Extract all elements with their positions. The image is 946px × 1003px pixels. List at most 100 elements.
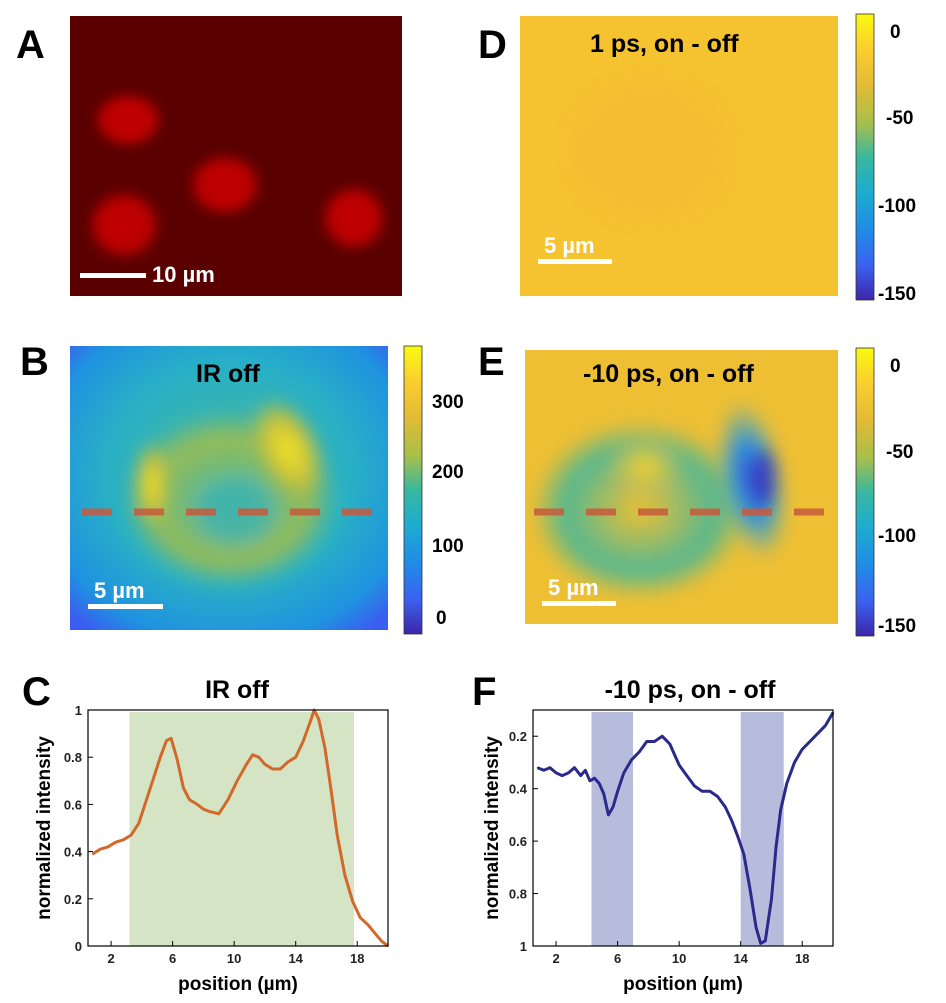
data-point xyxy=(764,939,767,942)
data-point xyxy=(208,810,211,813)
colorbar-e-tick: 0 xyxy=(890,356,901,377)
data-point xyxy=(99,848,102,851)
heatmap-b-features xyxy=(120,395,340,590)
data-point xyxy=(736,835,739,837)
chart-f-series-line xyxy=(537,711,835,945)
x-tick-label: 18 xyxy=(795,951,809,966)
x-tick-label: 18 xyxy=(350,951,364,966)
data-point xyxy=(542,769,545,772)
dip-core-e xyxy=(753,448,777,508)
data-point xyxy=(114,841,117,843)
data-point xyxy=(755,926,757,929)
colorbar-b-tick: 200 xyxy=(432,462,464,483)
chart-f-shaded-regions xyxy=(591,712,784,946)
chart-c-points xyxy=(91,709,389,947)
cell-1 xyxy=(88,88,168,152)
data-point xyxy=(374,933,377,935)
x-tick-label: 2 xyxy=(107,951,114,966)
data-point xyxy=(159,756,162,758)
panel-e: E -10 ps, on - off 5 µm 0 -50 -100 -150 xyxy=(478,340,916,637)
shaded-region xyxy=(740,712,784,946)
panel-f: F -10 ps, on - off 2 6 10 14 18 0.2 0.4 0.6 0.8… xyxy=(472,670,835,995)
panel-c: C IR off 2 6 10 14 18 0 0.2 0.4 0.6 0.8 1 positio… xyxy=(22,670,389,995)
data-point xyxy=(130,834,132,836)
data-point xyxy=(646,740,648,743)
data-point xyxy=(549,766,551,769)
data-point xyxy=(561,774,564,777)
data-point xyxy=(809,740,811,743)
x-tick-label: 2 xyxy=(552,951,559,966)
title-e: -10 ps, on - off xyxy=(583,360,755,388)
data-point xyxy=(302,739,305,742)
panel-label-b: B xyxy=(20,340,49,384)
data-point xyxy=(336,834,339,836)
chart-c-xlabel: position (µm) xyxy=(178,974,298,995)
data-point xyxy=(176,758,179,761)
data-point xyxy=(165,739,168,742)
panel-b: B IR off 5 µm 300 200 100 0 xyxy=(20,340,464,635)
data-point xyxy=(607,814,610,816)
colorbar-b-tick: 300 xyxy=(432,392,464,413)
data-point xyxy=(536,766,539,769)
data-point xyxy=(742,853,745,856)
data-point xyxy=(678,764,680,766)
colorbar-d-tick: -150 xyxy=(878,284,916,305)
data-point xyxy=(310,718,312,721)
colorbar-b-tick: 0 xyxy=(436,608,447,629)
chart-f-title: -10 ps, on - off xyxy=(605,676,777,704)
data-point xyxy=(317,718,320,721)
data-point xyxy=(602,793,605,795)
y-tick-label: 0.2 xyxy=(64,892,82,907)
data-point xyxy=(816,732,819,735)
data-point xyxy=(673,753,676,756)
colorbar-d-tick: -100 xyxy=(878,196,916,217)
data-point xyxy=(279,768,282,770)
y-tick-label: 0 xyxy=(75,939,82,954)
panel-label-f: F xyxy=(472,670,496,714)
y-tick-label: 0.8 xyxy=(509,887,527,902)
y-tick-label: 0.6 xyxy=(509,834,527,849)
data-point xyxy=(287,761,289,763)
chart-f-plot-area xyxy=(533,710,833,946)
colorbar-d xyxy=(855,13,875,301)
data-point xyxy=(638,751,640,753)
data-point xyxy=(749,887,751,890)
data-point xyxy=(584,769,587,772)
data-point xyxy=(824,724,827,727)
data-point xyxy=(236,780,239,782)
x-tick-label: 6 xyxy=(169,951,176,966)
data-point xyxy=(616,790,619,793)
data-point xyxy=(589,780,591,782)
cell-2 xyxy=(183,149,267,221)
data-point xyxy=(716,795,719,798)
data-point xyxy=(759,942,762,945)
data-point xyxy=(257,756,260,758)
data-point xyxy=(567,772,570,774)
scale-bar-label-b: 5 µm xyxy=(94,578,145,603)
data-point xyxy=(359,916,362,919)
y-tick-label: 1 xyxy=(75,703,82,718)
hotspot-b-right xyxy=(248,395,328,505)
data-point xyxy=(598,782,600,785)
scale-bar-d xyxy=(538,259,612,264)
data-point xyxy=(770,898,773,900)
data-point xyxy=(786,782,788,785)
data-point xyxy=(330,789,332,792)
hotspot-e xyxy=(605,435,685,495)
dip-region-e xyxy=(715,399,789,561)
data-point xyxy=(122,839,125,841)
colorbar-e xyxy=(855,347,875,637)
data-point xyxy=(579,774,582,777)
data-point xyxy=(775,845,777,848)
data-point xyxy=(227,798,229,801)
data-point xyxy=(653,740,656,743)
colorbar-b-tick: 100 xyxy=(432,536,464,557)
hotspot-b-left xyxy=(134,439,170,531)
data-point xyxy=(779,808,782,811)
title-b: IR off xyxy=(196,360,261,388)
heatmap-d-shade xyxy=(570,80,730,220)
scale-bar-a xyxy=(80,273,146,278)
data-point xyxy=(701,790,704,793)
chart-c-frame xyxy=(87,709,389,947)
